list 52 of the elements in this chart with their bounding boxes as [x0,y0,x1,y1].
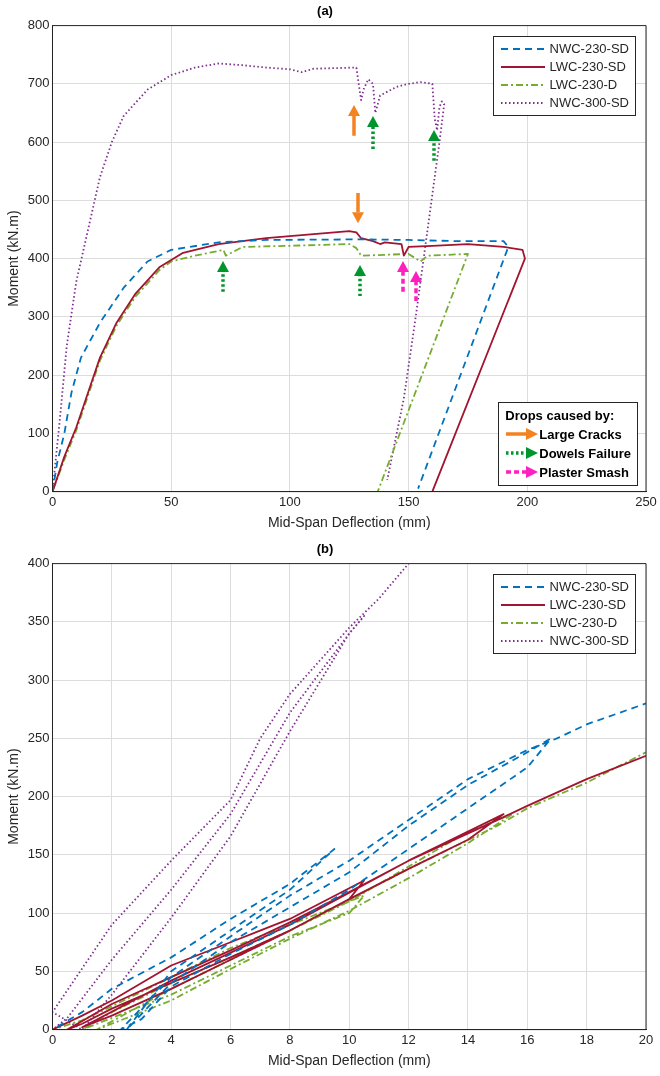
legend-label: NWC-230-SD [549,41,629,57]
y-tick-label: 0 [42,1021,50,1037]
y-axis-title: Moment (kN.m) [5,210,22,307]
x-axis-title: Mid-Span Deflection (mm) [267,1052,431,1069]
x-tick-label: 8 [286,1031,294,1047]
legend-label: NWC-300-SD [549,633,629,649]
chart-title: (a) [317,3,333,19]
y-tick-label: 800 [27,17,50,33]
legend-label: LWC-230-D [549,77,618,93]
x-tick-label: 50 [163,493,179,509]
x-tick-label: 4 [167,1031,175,1047]
y-tick-label: 350 [27,613,50,629]
x-tick-label: 250 [635,493,657,509]
y-tick-label: 100 [27,424,50,440]
y-tick-label: 150 [27,846,50,862]
chart-title: (b) [316,541,334,557]
x-axis-title: Mid-Span Deflection (mm) [267,514,431,531]
y-tick-label: 50 [35,962,50,978]
x-tick-label: 200 [516,493,539,509]
y-tick-label: 0 [42,483,50,499]
legend-label: LWC-230-SD [549,59,626,75]
y-tick-label: 600 [27,133,50,149]
annotation: Large Cracks [539,426,622,442]
y-tick-label: 200 [27,366,50,382]
x-tick-label: 150 [397,493,420,509]
x-tick-label: 12 [401,1031,416,1047]
y-tick-label: 400 [27,250,50,266]
x-tick-label: 100 [279,493,301,509]
y-tick-label: 400 [27,555,50,571]
y-axis-title: Moment (kN.m) [5,748,22,845]
x-tick-label: 2 [108,1031,116,1047]
annotation: Dowels Failure [539,445,631,461]
x-tick-label: 18 [579,1031,594,1047]
x-tick-label: 6 [226,1031,235,1047]
y-tick-label: 250 [27,729,50,745]
y-tick-label: 100 [27,904,50,920]
y-tick-label: 300 [27,308,50,324]
y-tick-label: 200 [27,788,50,804]
x-tick-label: 10 [342,1031,357,1047]
y-tick-label: 300 [27,671,50,687]
legend-label: LWC-230-D [549,615,618,631]
line-series [52,563,410,1030]
annotation: Plaster Smash [539,464,629,480]
x-tick-label: 16 [520,1031,535,1047]
x-tick-label: 20 [638,1031,654,1047]
annotation: Drops caused by: [505,407,615,423]
y-tick-label: 700 [27,75,50,91]
legend-label: NWC-300-SD [549,95,629,111]
y-tick-label: 500 [27,191,50,207]
legend-label: NWC-230-SD [549,579,629,595]
x-tick-label: 14 [460,1031,476,1047]
legend-label: LWC-230-SD [549,597,626,613]
